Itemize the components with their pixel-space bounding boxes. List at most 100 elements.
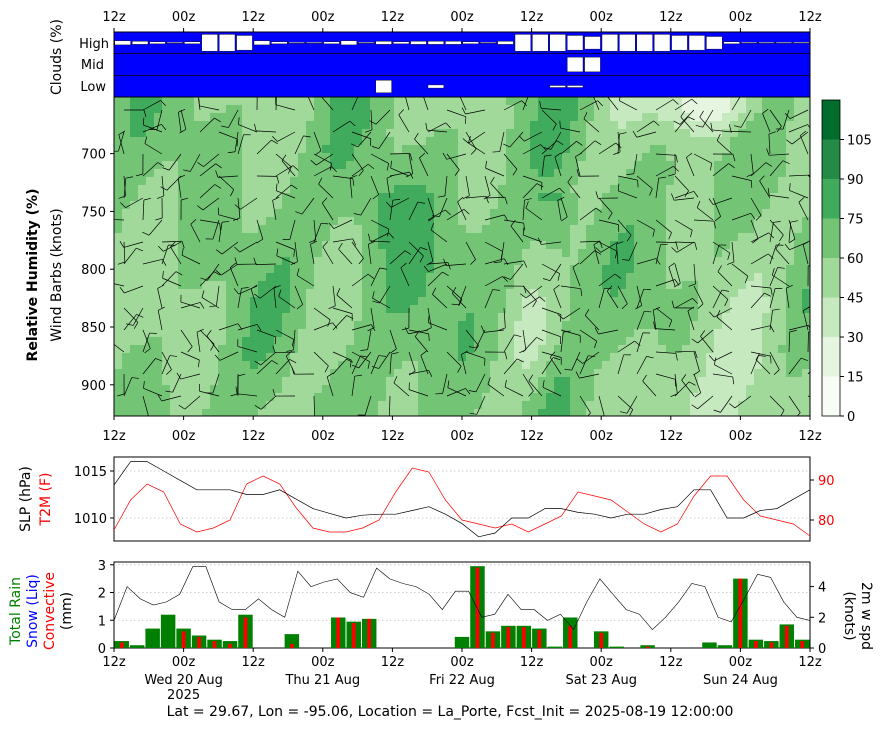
- convective-bar: [738, 578, 743, 648]
- wind-tick-label: 4: [818, 581, 826, 596]
- cloud-high-bar: [236, 35, 253, 51]
- bottom-tick-label: 12z: [659, 655, 683, 670]
- top-tick-label: 12z: [659, 10, 683, 25]
- bottom-tick-label: 12z: [381, 655, 405, 670]
- colorbar-swatch: [822, 258, 840, 298]
- cloud-high-bar: [758, 42, 775, 44]
- bottom-tick-label: 00z: [590, 655, 614, 670]
- bottom-tick-label: 00z: [311, 655, 335, 670]
- t2m-tick-80: 80: [818, 514, 835, 529]
- colorbar-tick-label: 15: [847, 371, 864, 386]
- bottom-tick-label: 12z: [242, 655, 266, 670]
- top-tick-label: 00z: [172, 10, 196, 25]
- cloud-low-bar: [549, 85, 566, 88]
- cloud-mid-bar: [584, 56, 601, 73]
- cloud-low-bar: [567, 85, 584, 88]
- slp-y-label: SLP (hPa): [18, 466, 34, 532]
- colorbar-tick-label: 90: [847, 173, 864, 188]
- cloud-high-bar: [131, 41, 149, 45]
- cloud-high-bar: [218, 34, 236, 52]
- bottom-tick-label: 00z: [450, 655, 474, 670]
- total-rain-bar: [454, 636, 470, 648]
- total-rain-bar: [702, 642, 717, 648]
- top-tick-label: 12z: [102, 10, 126, 25]
- cloud-high-bar: [706, 36, 723, 50]
- cloud-high-bar: [775, 42, 793, 44]
- convective-bar: [784, 625, 789, 648]
- top-tick-label: 12z: [381, 10, 405, 25]
- top-tick-label: 00z: [450, 10, 474, 25]
- slp-tick-1015: 1015: [74, 465, 107, 480]
- rh-y-tick-label: 900: [81, 379, 106, 394]
- colorbar-swatch: [822, 337, 840, 377]
- bottom-tick-label: 12z: [520, 655, 544, 670]
- rh-y-tick-label: 850: [81, 321, 106, 336]
- precip-tick-label: 1: [98, 614, 106, 629]
- cloud-high-bar: [166, 42, 184, 44]
- cloud-high-bar: [619, 34, 636, 52]
- cloud-high-bar: [427, 41, 445, 45]
- top-tick-label: 00z: [590, 10, 614, 25]
- bottom-tick-label: 12z: [798, 655, 822, 670]
- convective-bar: [197, 636, 201, 648]
- convective-bar: [181, 631, 186, 648]
- slp-line: [113, 461, 811, 538]
- cloud-low-bar: [427, 84, 445, 89]
- convective-bar: [336, 617, 341, 648]
- precip-label-convective: Convective: [42, 572, 58, 650]
- cloud-level-mid: Mid: [81, 58, 104, 73]
- cloud-high-bar: [532, 34, 549, 52]
- cloud-high-bar: [671, 35, 688, 51]
- colorbar-swatch: [822, 297, 840, 337]
- rh-y-tick-label: 750: [81, 205, 106, 220]
- cloud-mid-bar: [567, 56, 584, 73]
- cloud-high-bar: [393, 41, 410, 45]
- colorbar-swatch: [822, 218, 840, 258]
- precip-tick-label: 0: [98, 642, 106, 657]
- slp-tick-1010: 1010: [74, 512, 107, 527]
- rh-tick-label: 00z: [729, 429, 753, 444]
- precip-label-total-rain: Total Rain: [8, 577, 24, 646]
- rh-y-label-sub: Wind Barbs (knots): [49, 208, 65, 341]
- colorbar-tick-label: 60: [847, 252, 864, 267]
- cloud-high-bar: [549, 34, 566, 52]
- cloud-bars: [114, 34, 810, 93]
- footer-info: Lat = 29.67, Lon = -95.06, Location = La…: [167, 704, 734, 720]
- wind-label-2: (knots): [841, 591, 857, 640]
- precip-tick-label: 3: [98, 559, 106, 574]
- rh-tick-label: 00z: [172, 429, 196, 444]
- convective-bar: [537, 629, 542, 648]
- rh-y-tick-label: 800: [81, 263, 106, 278]
- convective-bar: [754, 641, 758, 648]
- convective-bar: [119, 642, 124, 648]
- wind-label-1: 2m w spd: [858, 582, 874, 650]
- colorbar-swatch: [822, 179, 840, 219]
- date-label-year: 2025: [167, 688, 200, 703]
- colorbar-tick-label: 30: [847, 331, 864, 346]
- total-rain-bar: [129, 645, 145, 648]
- cloud-high-bar: [184, 41, 201, 45]
- convective-bar: [506, 627, 511, 648]
- date-label: Thu 21 Aug: [284, 673, 360, 688]
- cloud-high-bar: [741, 42, 758, 44]
- precip-label-snow: Snow (Liq): [25, 574, 41, 648]
- rh-colorbar: 0 15 30 45 60 75 90 105: [821, 99, 872, 425]
- convective-bar: [290, 643, 294, 648]
- t2m-y-label: T2M (F): [38, 473, 54, 527]
- cloud-high-bar: [358, 42, 375, 44]
- cloud-high-bar: [340, 40, 358, 46]
- precip-bars: [114, 566, 810, 648]
- rh-tick-label: 12z: [520, 429, 544, 444]
- cloud-high-bar: [410, 41, 427, 45]
- convective-bar: [212, 641, 217, 648]
- cloud-high-bar: [584, 36, 601, 50]
- wind-barbs: [114, 97, 810, 416]
- cloud-high-bar: [654, 34, 671, 52]
- colorbar-swatch: [822, 139, 840, 179]
- convective-bar: [243, 617, 248, 648]
- colorbar-swatch: [822, 100, 840, 140]
- total-rain-bar: [160, 614, 176, 648]
- convective-bar: [599, 632, 604, 648]
- cloud-high-bar: [288, 42, 305, 44]
- rh-tick-label: 12z: [659, 429, 683, 444]
